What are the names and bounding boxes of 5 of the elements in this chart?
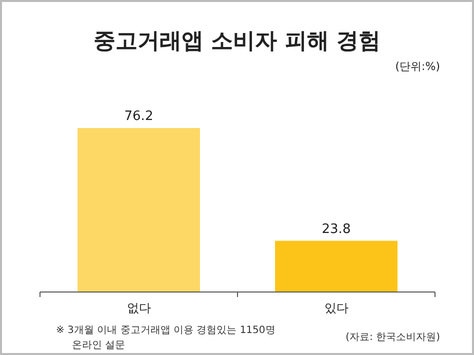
title: 중고거래앱 소비자 피해 경험: [94, 29, 380, 54]
annotation: (자료: 한국소비자원): [346, 332, 440, 343]
annotation: ※ 3개월 이내 중고거래앱 이용 경험있는 1150명: [56, 325, 276, 336]
annotation: 온라인 설문: [72, 340, 126, 351]
subtitle: (단위:%): [395, 60, 440, 73]
